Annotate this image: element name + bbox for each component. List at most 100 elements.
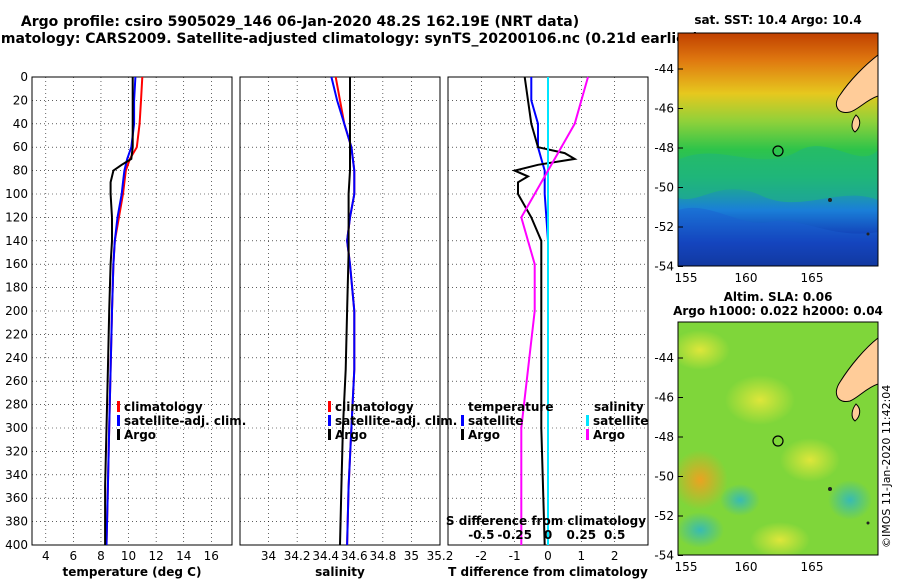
x-tick-label: 14 bbox=[176, 549, 191, 563]
sst-eddy bbox=[678, 146, 878, 203]
sla-map-title-line1: Altim. SLA: 0.06 bbox=[724, 290, 833, 304]
legend-diff-s-argo: Argo bbox=[593, 428, 625, 442]
y-tick-label: 140 bbox=[5, 234, 28, 248]
sla-anomaly-low bbox=[678, 512, 724, 548]
legend-diff-t-argo: Argo bbox=[468, 428, 500, 442]
s-tick-label: 0.5 bbox=[604, 528, 625, 542]
s-tick-label: 0 bbox=[544, 528, 552, 542]
sst-map-axes: 155 160 165 -44 -46 -48 -50 -52 -54 bbox=[654, 62, 823, 285]
sla-anomaly-orange bbox=[678, 450, 728, 510]
sla-map-title-line2: Argo h1000: 0.022 h2000: 0.04 bbox=[673, 304, 883, 318]
difference-legend: temperature satellite Argo salinity sate… bbox=[461, 400, 648, 442]
s-tick-label: 0.25 bbox=[567, 528, 597, 542]
temperature-panel: 0 20 40 60 80 100 120 140 160 180 200 220 240 260 280 3… bbox=[5, 70, 233, 579]
sla-anomaly-high bbox=[678, 330, 730, 370]
map-lon-tick: 155 bbox=[675, 271, 698, 285]
legend-diff-s-satellite: satellite bbox=[593, 414, 648, 428]
x-tick-label: 34.2 bbox=[284, 549, 311, 563]
legend-swatch-satellite bbox=[328, 415, 331, 426]
y-tick-label: 60 bbox=[13, 140, 28, 154]
y-tick-label: 300 bbox=[5, 421, 28, 435]
legend-swatch-climatology bbox=[117, 401, 120, 412]
legend-diff-temperature: temperature bbox=[468, 400, 553, 414]
x-tick-label: 2 bbox=[611, 549, 619, 563]
argo-location-marker bbox=[772, 145, 784, 157]
sla-anomaly-low bbox=[720, 484, 760, 516]
sst-map-frame bbox=[677, 32, 879, 267]
legend-swatch-s-satellite bbox=[586, 415, 589, 426]
sla-anomaly-high bbox=[780, 438, 840, 482]
y-tick-label: 80 bbox=[13, 164, 28, 178]
y-tick-label: 260 bbox=[5, 374, 28, 388]
s-difference-ticks: -0.5 -0.25 0 0.25 0.5 bbox=[468, 528, 625, 542]
x-tick-label: 34 bbox=[261, 549, 276, 563]
y-tick-label: 40 bbox=[13, 117, 28, 131]
map-lon-tick: 165 bbox=[801, 271, 824, 285]
campbell-island bbox=[866, 232, 870, 236]
legend-swatch-t-argo bbox=[461, 429, 464, 440]
x-tick-label: -2 bbox=[475, 549, 487, 563]
y-tick-label: 380 bbox=[5, 515, 28, 529]
x-tick-label: 35.2 bbox=[427, 549, 454, 563]
y-tick-label: 220 bbox=[5, 327, 28, 341]
imos-stamp: ©IMOS 11-Jan-2020 11:42:04 bbox=[880, 385, 893, 548]
map-lon-tick: 155 bbox=[675, 560, 698, 574]
map-lat-tick: -52 bbox=[654, 220, 674, 234]
sst-cold-water bbox=[678, 207, 878, 266]
map-lat-tick: -46 bbox=[654, 391, 674, 405]
x-tick-label: 12 bbox=[148, 549, 163, 563]
legend-swatch-s-argo bbox=[586, 429, 589, 440]
x-tick-label: -1 bbox=[509, 549, 521, 563]
legend-swatch-climatology bbox=[328, 401, 331, 412]
x-tick-label: 4 bbox=[42, 549, 50, 563]
s-tick-label: -0.25 bbox=[497, 528, 532, 542]
legend-diff-t-satellite: satellite bbox=[468, 414, 523, 428]
legend-sal-satellite: satellite-adj. clim. bbox=[335, 414, 457, 428]
map-lon-tick: 160 bbox=[735, 271, 758, 285]
stewart-island bbox=[851, 403, 861, 422]
map-lat-tick: -54 bbox=[654, 260, 674, 274]
legend-swatch-argo bbox=[117, 429, 120, 440]
y-tick-label: 340 bbox=[5, 468, 28, 482]
temperature-legend: climatology satellite-adj. clim. Argo bbox=[117, 400, 246, 442]
x-tick-label: 6 bbox=[70, 549, 78, 563]
series-line-salinity-argo bbox=[520, 76, 589, 545]
x-tick-label: 1 bbox=[578, 549, 586, 563]
y-tick-label: 100 bbox=[5, 187, 28, 201]
x-tick-label: 34.6 bbox=[341, 549, 368, 563]
legend-sal-argo: Argo bbox=[335, 428, 367, 442]
series-line-argo bbox=[339, 77, 351, 546]
sst-field bbox=[678, 33, 878, 266]
map-lat-tick: -46 bbox=[654, 102, 674, 116]
legend-diff-salinity: salinity bbox=[594, 400, 644, 414]
x-tick-label: 34.8 bbox=[369, 549, 396, 563]
map-lat-tick: -50 bbox=[654, 470, 674, 484]
x-tick-label: 0 bbox=[544, 549, 552, 563]
x-tick-label: 10 bbox=[121, 549, 136, 563]
legend-sal-climatology: climatology bbox=[335, 400, 414, 414]
legend-temp-argo: Argo bbox=[124, 428, 156, 442]
figure-title-line2: Climatology: CARS2009. Satellite-adjuste… bbox=[0, 31, 699, 47]
salinity-legend: climatology satellite-adj. clim. Argo bbox=[328, 400, 457, 442]
y-tick-label: 200 bbox=[5, 304, 28, 318]
s-tick-label: -0.5 bbox=[468, 528, 494, 542]
map-lat-tick: -48 bbox=[654, 430, 674, 444]
x-tick-label: 8 bbox=[97, 549, 105, 563]
figure-title-line1: Argo profile: csiro 5905029_146 06-Jan-2… bbox=[21, 14, 579, 30]
salinity-panel: 34 34.2 34.4 34.6 34.8 35 35.2 salinity bbox=[239, 76, 454, 579]
argo-location-marker bbox=[772, 435, 784, 447]
sla-map-frame bbox=[677, 321, 879, 556]
series-line-temperature-argo bbox=[511, 76, 578, 546]
new-zealand-land bbox=[835, 337, 878, 403]
y-tick-label: 320 bbox=[5, 444, 28, 458]
s-difference-label: S difference from climatology bbox=[446, 514, 646, 528]
sst-map bbox=[678, 33, 878, 266]
auckland-islands bbox=[828, 487, 832, 491]
y-tick-label: 160 bbox=[5, 257, 28, 271]
legend-swatch-argo bbox=[328, 429, 331, 440]
sla-anomaly-high bbox=[725, 375, 795, 425]
map-lat-tick: -44 bbox=[654, 62, 674, 76]
campbell-island bbox=[866, 521, 870, 525]
sla-map bbox=[678, 322, 878, 555]
